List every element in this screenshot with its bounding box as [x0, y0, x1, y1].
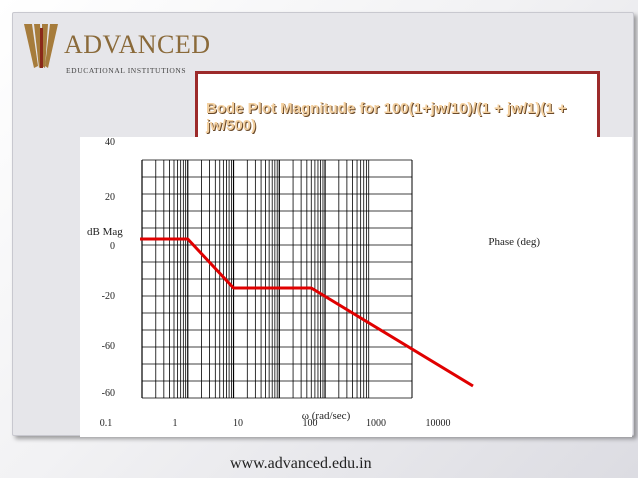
- x-tick-label: 10000: [426, 418, 451, 429]
- y-tick-label: 20: [105, 192, 115, 203]
- x-tick-label: 100: [303, 418, 318, 429]
- x-tick-label: 1000: [366, 418, 386, 429]
- bode-plot: 40 20 0 -20 -60 -60 0.1 1 10 100 1000 10000 dB Mag ω …: [87, 137, 540, 429]
- logo-subtitle: EDUCATIONAL INSTITUTIONS: [66, 66, 187, 75]
- y-axis-label: dB Mag: [87, 226, 123, 238]
- x-tick-label: 10: [233, 418, 243, 429]
- slide-title: Bode Plot Magnitude for 100(1+jw/10)/(1 …: [206, 100, 567, 134]
- x-tick-label: 1: [173, 418, 178, 429]
- chart-panel: 40 20 0 -20 -60 -60 0.1 1 10 100 1000 10000 dB Mag ω …: [80, 137, 632, 437]
- x-axis-label: ω (rad/sec): [302, 410, 351, 422]
- y-tick-label: -60: [102, 341, 115, 352]
- logo-name: ADVANCED: [64, 30, 211, 59]
- magnitude-curve: [140, 237, 474, 388]
- y-tick-label: -20: [102, 291, 115, 302]
- logo-emblem-icon: [24, 24, 58, 68]
- x-tick-label: 0.1: [100, 418, 113, 429]
- y-tick-label: -60: [102, 388, 115, 399]
- brand-logo: ADVANCED EDUCATIONAL INSTITUTIONS: [20, 22, 210, 75]
- y-tick-label: 0: [110, 241, 115, 252]
- phase-axis-label: Phase (deg): [488, 236, 540, 248]
- y-tick-label: 40: [105, 137, 115, 148]
- footer-url: www.advanced.edu.in: [230, 455, 372, 472]
